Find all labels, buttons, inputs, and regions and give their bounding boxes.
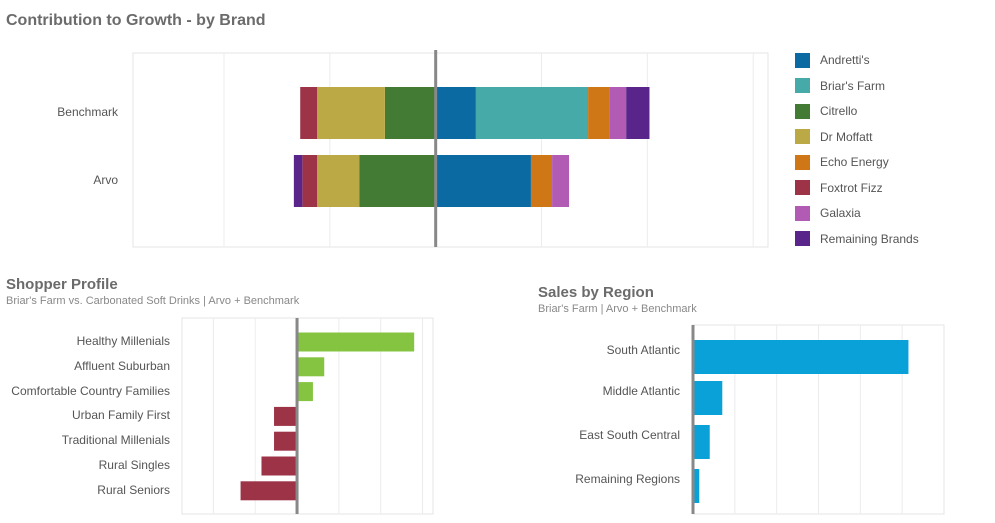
- shopper-category-label: Comfortable Country Families: [11, 383, 170, 398]
- shopper-category-label: Rural Seniors: [97, 482, 170, 497]
- legend-swatch: [795, 231, 810, 246]
- region-category-label: East South Central: [579, 428, 680, 442]
- shopper-chart-title: Shopper Profile: [6, 276, 118, 293]
- legend-label: Andretti's: [820, 53, 870, 67]
- legend-label: Remaining Brands: [820, 231, 919, 246]
- growth-category-label: Benchmark: [57, 105, 118, 119]
- region-category-label: Middle Atlantic: [602, 384, 680, 398]
- shopper-chart-subtitle: Briar's Farm vs. Carbonated Soft Drinks …: [6, 295, 300, 307]
- growth-bar-segment: [588, 87, 610, 139]
- legend-item: Foxtrot Fizz: [795, 180, 883, 196]
- growth-bar-segment: [293, 155, 303, 207]
- growth-bar-segment: [300, 87, 318, 139]
- shopper-bar: [297, 382, 313, 402]
- growth-bar-segment: [435, 87, 476, 139]
- shopper-bar: [261, 456, 298, 476]
- region-bar: [693, 469, 700, 503]
- growth-bar-segment: [384, 87, 436, 139]
- growth-category-label: Arvo: [93, 173, 118, 187]
- legend-label: Dr Moffatt: [820, 129, 873, 144]
- shopper-bar: [297, 332, 415, 352]
- legend-label: Foxtrot Fizz: [820, 180, 883, 195]
- legend-label: Galaxia: [820, 206, 861, 220]
- growth-bar-segment: [530, 155, 553, 207]
- shopper-bar: [240, 481, 298, 501]
- shopper-bar: [297, 357, 325, 377]
- legend-swatch: [795, 129, 810, 144]
- legend-item: Dr Moffatt: [795, 129, 872, 145]
- growth-bar-segment: [302, 155, 318, 207]
- shopper-category-label: Healthy Millenials: [76, 334, 170, 348]
- growth-bar-segment: [609, 87, 627, 139]
- shopper-bar: [274, 431, 298, 451]
- legend-item: Remaining Brands: [795, 231, 919, 247]
- region-category-label: Remaining Regions: [575, 472, 680, 486]
- growth-bar-segment: [435, 155, 531, 207]
- region-chart-subtitle: Briar's Farm | Arvo + Benchmark: [538, 303, 697, 315]
- region-chart-title: Sales by Region: [538, 284, 654, 301]
- legend-item: Echo Energy: [795, 154, 889, 170]
- growth-bar-segment: [317, 155, 360, 207]
- region-bar: [693, 425, 710, 459]
- growth-bar-segment: [475, 87, 589, 139]
- shopper-category-label: Urban Family First: [71, 408, 170, 423]
- growth-bar-segment: [626, 87, 650, 139]
- shopper-category-label: Traditional Millenials: [61, 433, 170, 448]
- growth-chart-title: Contribution to Growth - by Brand: [6, 12, 266, 29]
- legend-label: Briar's Farm: [820, 78, 885, 93]
- shopper-category-label: Rural Singles: [98, 458, 170, 472]
- legend-swatch: [795, 154, 810, 170]
- legend-item: Andretti's: [795, 52, 870, 68]
- legend-label: Citrello: [820, 104, 858, 118]
- growth-bar-segment: [359, 155, 436, 207]
- legend-swatch: [795, 78, 810, 93]
- region-category-label: South Atlantic: [606, 343, 680, 357]
- legend-item: Briar's Farm: [795, 78, 885, 94]
- shopper-plot-frame: [181, 317, 434, 515]
- shopper-bar: [274, 406, 298, 426]
- shopper-category-label: Affluent Suburban: [74, 358, 170, 373]
- legend-swatch: [795, 52, 810, 68]
- growth-plot-frame: [132, 52, 769, 248]
- legend-swatch: [795, 180, 810, 195]
- legend-swatch: [795, 205, 810, 221]
- legend-item: Galaxia: [795, 205, 861, 221]
- legend-swatch: [795, 103, 810, 119]
- region-bar: [693, 381, 723, 415]
- legend-item: Citrello: [795, 103, 857, 119]
- legend-label: Echo Energy: [820, 155, 889, 169]
- growth-bar-segment: [552, 155, 570, 207]
- region-bar: [693, 340, 909, 374]
- growth-bar-segment: [317, 87, 385, 139]
